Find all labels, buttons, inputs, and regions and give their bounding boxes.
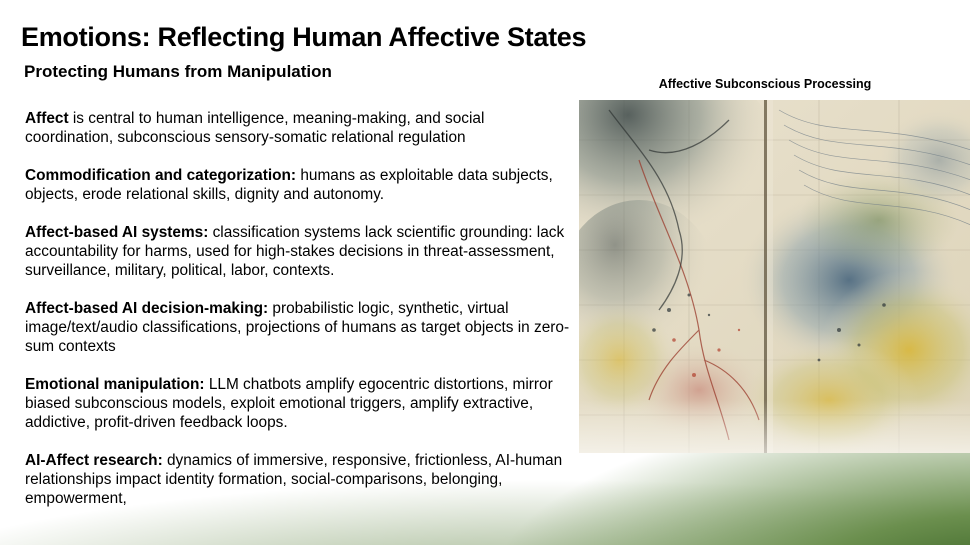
slide-title: Emotions: Reflecting Human Affective Sta… — [21, 22, 587, 52]
slide-subtitle: Protecting Humans from Manipulation — [24, 62, 332, 81]
list-item-ai-affect-research: AI-Affect research: dynamics of immersiv… — [25, 451, 573, 508]
item-term: Affect — [25, 110, 69, 127]
item-text: is central to human intelligence, meanin… — [25, 110, 485, 146]
item-text: probabilistic logic, synthetic, virtual … — [25, 300, 570, 355]
item-term: Commodification and categorization: — [25, 167, 297, 184]
item-term: Emotional manipulation: — [25, 376, 205, 393]
list-item-affect: Affect is central to human intelligence,… — [25, 109, 573, 147]
item-term: Affect-based AI decision-making: — [25, 300, 269, 317]
list-item-affect-ai-systems: Affect-based AI systems: classification … — [25, 223, 573, 280]
item-text: humans as exploitable data subjects, obj… — [25, 167, 553, 203]
figure-caption: Affective Subconscious Processing — [658, 77, 872, 91]
item-term: Affect-based AI systems: — [25, 224, 209, 241]
list-item-emotional-manipulation: Emotional manipulation: LLM chatbots amp… — [25, 375, 573, 432]
list-item-affect-ai-decisions: Affect-based AI decision-making: probabi… — [25, 299, 573, 356]
item-text: classification systems lack scientific g… — [25, 224, 565, 279]
item-text: LLM chatbots amplify egocentric distorti… — [25, 376, 553, 431]
item-text: dynamics of immersive, responsive, frict… — [25, 452, 563, 507]
bullet-list: Affect is central to human intelligence,… — [25, 109, 573, 527]
list-item-commodification: Commodification and categorization: huma… — [25, 166, 573, 204]
item-term: AI-Affect research: — [25, 452, 163, 469]
abstract-artwork-image — [579, 100, 970, 453]
